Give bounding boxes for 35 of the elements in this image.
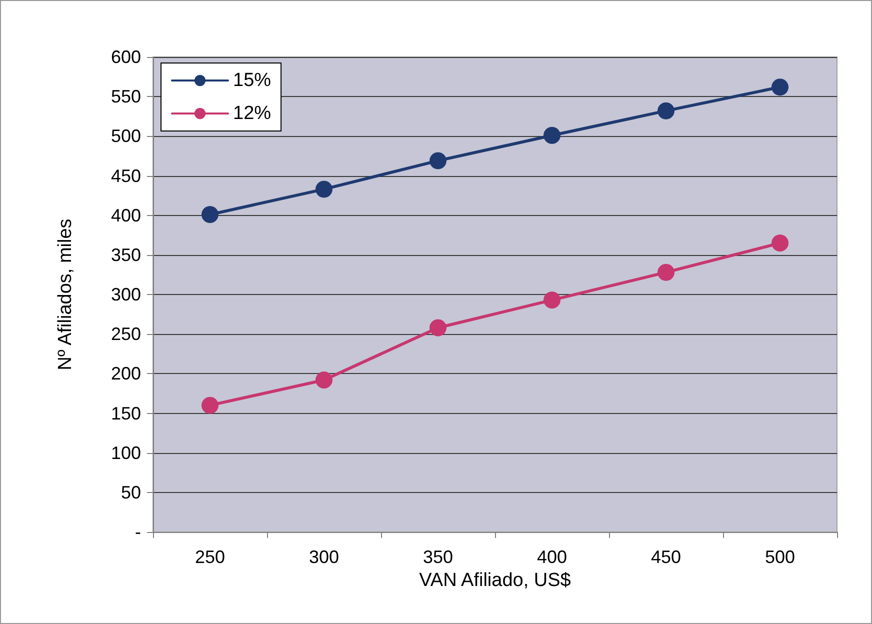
y-tick-label: 50	[120, 482, 141, 502]
point	[202, 206, 218, 224]
x-axis-title: VAN Afiliado, US$	[419, 570, 572, 591]
y-tick-label: 400	[110, 205, 141, 226]
point	[658, 102, 674, 120]
y-tick-label: 250	[110, 324, 141, 344]
point	[544, 126, 560, 144]
point	[202, 396, 218, 414]
point	[772, 234, 788, 252]
y-tick-label: 200	[110, 364, 141, 384]
x-tick-label: 450	[650, 547, 682, 567]
y-tick-label: 350	[110, 244, 141, 265]
y-tick-label: 100	[110, 442, 141, 463]
point	[316, 372, 332, 388]
y-tick-label: 300	[110, 284, 141, 304]
point	[544, 292, 560, 309]
y-tick-label: 500	[110, 126, 141, 146]
y-tick-label: 600	[110, 47, 141, 67]
legend-label: 12%	[233, 103, 272, 124]
x-tick-label: 250	[194, 547, 226, 567]
legend-label: 15%	[233, 70, 272, 91]
y-axis-title: Nº Afiliados, miles	[55, 218, 76, 370]
y-tick-label: -	[135, 522, 141, 542]
point	[430, 319, 446, 336]
point	[658, 264, 674, 281]
y-tick-label: 550	[110, 86, 141, 107]
y-tick-label: 450	[110, 166, 141, 186]
x-tick-label: 500	[764, 547, 796, 567]
point	[316, 180, 332, 198]
point	[772, 78, 788, 96]
x-tick-label: 400	[536, 547, 568, 567]
x-tick-label: 300	[308, 547, 340, 567]
y-tick-label: 150	[110, 403, 141, 424]
point	[430, 152, 446, 170]
x-tick-label: 350	[422, 547, 454, 567]
